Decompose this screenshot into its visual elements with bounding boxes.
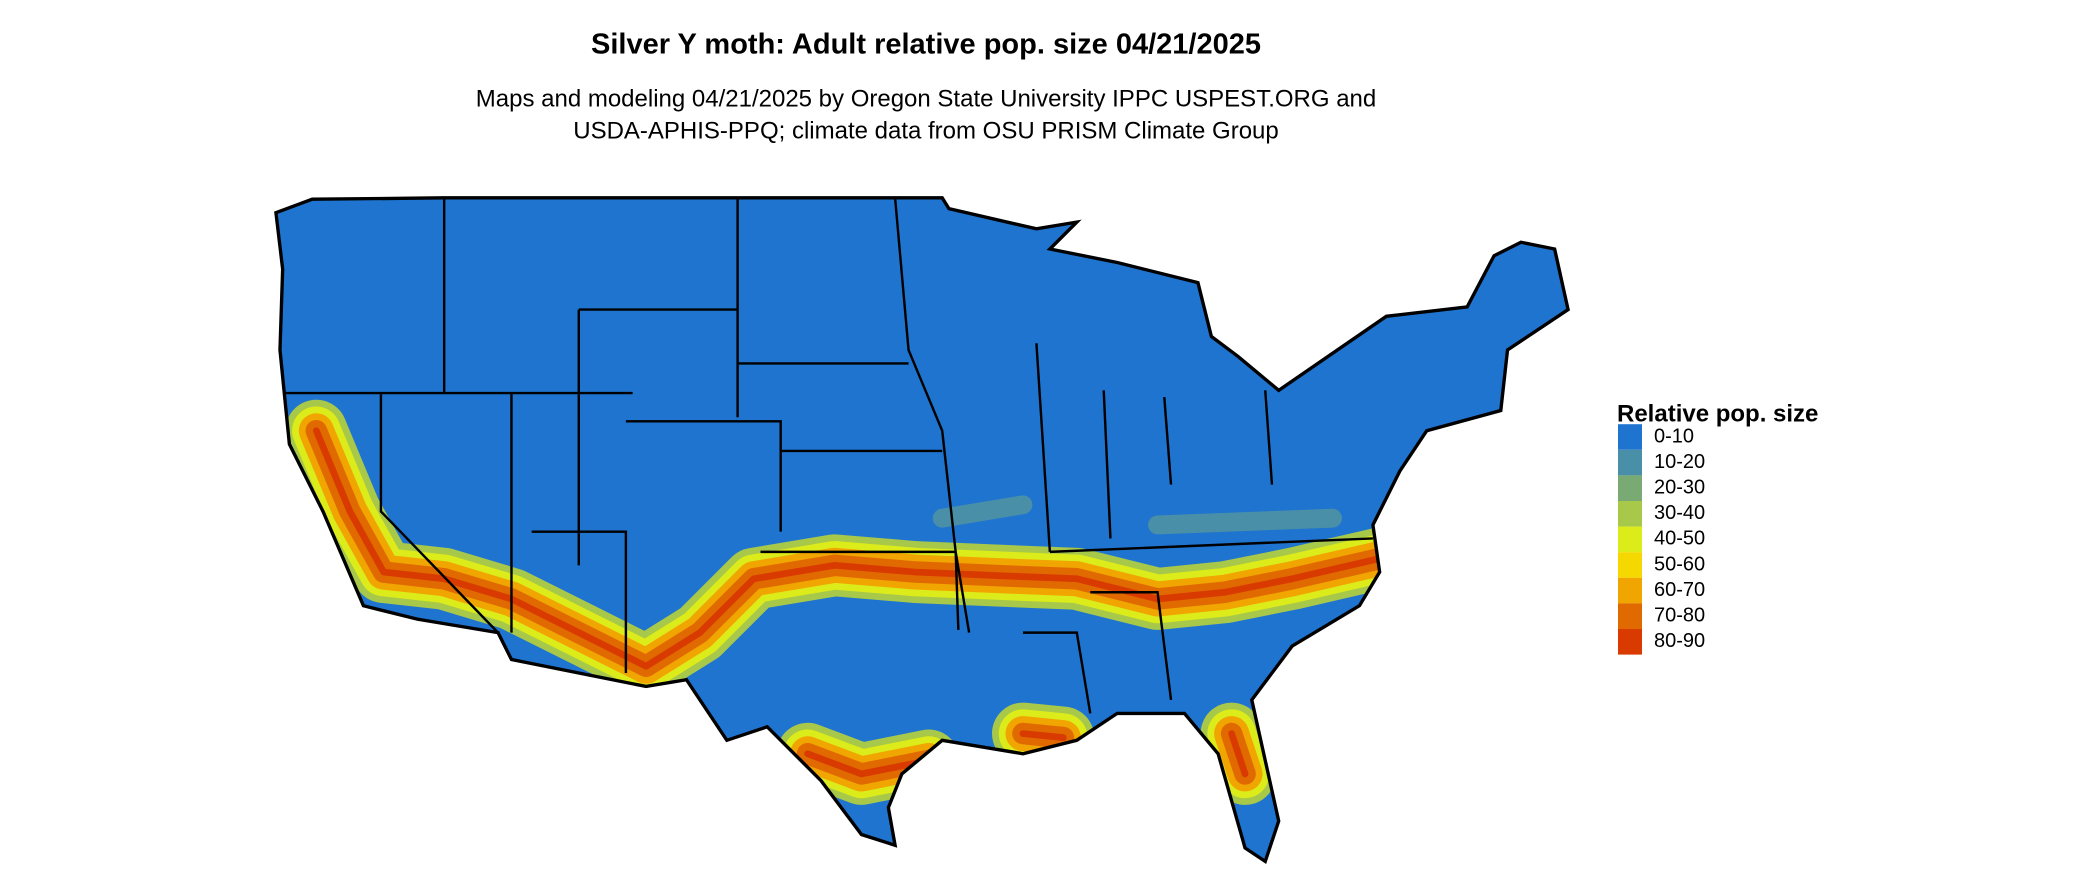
- legend-swatch: [1618, 449, 1642, 476]
- pop-band: [804, 750, 933, 778]
- legend-swatch: [1618, 526, 1642, 553]
- pop-band: [1228, 730, 1249, 778]
- pop-band: [312, 427, 1384, 670]
- legend-label: 50-60: [1654, 553, 1705, 575]
- legend-swatch: [1618, 629, 1642, 655]
- legend-label: 10-20: [1654, 451, 1705, 473]
- legend-label: 20-30: [1654, 476, 1705, 498]
- legend-swatch: [1618, 424, 1642, 450]
- legend-label: 80-90: [1654, 630, 1705, 652]
- legend-label: 70-80: [1654, 604, 1705, 626]
- pop-bands: [285, 399, 1411, 805]
- legend-title: Relative pop. size: [1617, 400, 1818, 427]
- map-subtitle: USDA-APHIS-PPQ; climate data from OSU PR…: [573, 117, 1279, 144]
- legend-label: 0-10: [1654, 425, 1694, 447]
- legend: 0-10 10-20 20-30 30-40 40-50 50-60 60-70 70-80 8…: [1618, 424, 1705, 655]
- legend-label: 40-50: [1654, 528, 1705, 550]
- legend-swatch: [1618, 552, 1642, 578]
- map-subtitle: Maps and modeling 04/21/2025 by Oregon S…: [476, 85, 1376, 112]
- map-title: Silver Y moth: Adult relative pop. size …: [591, 29, 1261, 61]
- pop-band: [932, 495, 1342, 535]
- legend-swatch: [1618, 603, 1642, 629]
- legend-swatch: [1618, 577, 1642, 604]
- state-borders: [282, 197, 1373, 714]
- us-map: [274, 196, 1570, 864]
- legend-label: 60-70: [1654, 579, 1705, 601]
- legend-swatch: [1618, 501, 1642, 527]
- pop-band: [1019, 730, 1067, 741]
- legend-swatch: [1618, 475, 1642, 501]
- legend-label: 30-40: [1654, 502, 1705, 524]
